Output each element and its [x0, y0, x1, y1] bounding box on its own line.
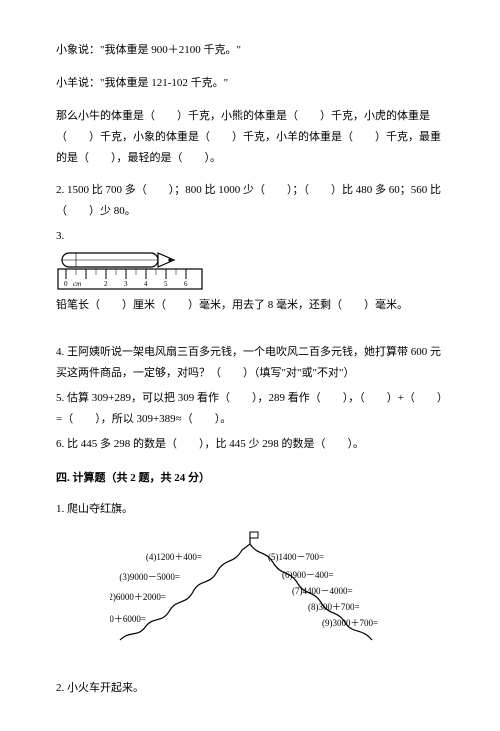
line-q3: 3.	[56, 226, 444, 291]
m-l3: (3)9000－5000=	[119, 572, 180, 582]
tick-3: 3	[124, 280, 128, 288]
question-1: 1. 爬山夺红旗。	[56, 499, 444, 520]
q3-prefix: 3.	[56, 230, 64, 242]
line-q4: 4. 王阿姨听说一架电风扇三百多元钱，一个电吹风二百多元钱，她打算带 600 元…	[56, 342, 444, 384]
line-q5: 5. 估算 309+289，可以把 309 看作（ ），289 看作（ ），（ …	[56, 388, 444, 430]
page-body: 小象说："我体重是 900＋2100 千克。" 小羊说："我体重是 121-10…	[0, 0, 500, 731]
mountain-icon: (4)1200＋400= (3)9000－5000= (2)6000＋2000=…	[110, 530, 390, 660]
m-r8: (8)300＋700=	[308, 602, 360, 612]
line-pencil-fill: 铅笔长（ ）厘米（ ）毫米，用去了 8 毫米，还剩（ ）毫米。	[56, 295, 444, 316]
tick-0: 0	[64, 280, 68, 288]
line-elephant: 小象说："我体重是 900＋2100 千克。"	[56, 40, 444, 61]
m-l4: (4)1200＋400=	[146, 552, 202, 562]
tick-5: 5	[164, 280, 168, 288]
m-l2: (2)6000＋2000=	[110, 592, 166, 602]
m-r9: (9)3000＋700=	[322, 618, 378, 628]
section-4-title: 四. 计算题（共 2 题，共 24 分）	[56, 468, 444, 489]
tick-2: 2	[104, 280, 108, 288]
ruler-unit: cm	[73, 280, 81, 288]
line-q6: 6. 比 445 多 298 的数是（ ），比 445 少 298 的数是（ ）…	[56, 434, 444, 455]
tick-4: 4	[144, 280, 148, 288]
line-sheep: 小羊说："我体重是 121-102 千克。"	[56, 73, 444, 94]
m-l1: (1)2000＋6000=	[110, 614, 146, 624]
m-r5: (5)1400－700=	[268, 552, 324, 562]
m-r6: (6)900－400=	[282, 570, 334, 580]
line-q2: 2. 1500 比 700 多（ ）；800 比 1000 少（ ）；（ ）比 …	[56, 180, 444, 222]
tick-6: 6	[184, 280, 188, 288]
ruler-icon: 0 cm 2 3 4 5 6	[56, 249, 206, 291]
question-2: 2. 小火车开起来。	[56, 678, 444, 699]
m-r7: (7)4400－4000=	[292, 586, 353, 596]
line-animals-fill: 那么小牛的体重是（ ）千克，小熊的体重是（ ）千克，小虎的体重是（ ）千克，小象…	[56, 106, 444, 169]
